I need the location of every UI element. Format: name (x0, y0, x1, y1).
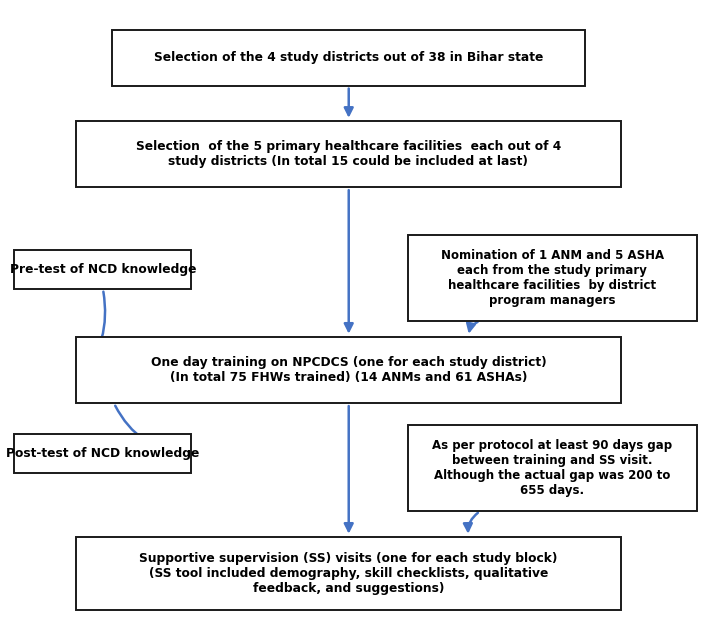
Text: Supportive supervision (SS) visits (one for each study block)
(SS tool included : Supportive supervision (SS) visits (one … (139, 552, 557, 594)
Text: As per protocol at least 90 days gap
between training and SS visit.
Although the: As per protocol at least 90 days gap bet… (432, 439, 672, 497)
Text: Selection of the 4 study districts out of 38 in Bihar state: Selection of the 4 study districts out o… (154, 51, 543, 64)
FancyBboxPatch shape (408, 425, 697, 511)
FancyBboxPatch shape (76, 337, 621, 403)
FancyBboxPatch shape (76, 121, 621, 187)
Text: Pre-test of NCD knowledge: Pre-test of NCD knowledge (9, 263, 196, 276)
Text: One day training on NPCDCS (one for each study district)
(In total 75 FHWs train: One day training on NPCDCS (one for each… (151, 356, 546, 384)
Text: Post-test of NCD knowledge: Post-test of NCD knowledge (6, 447, 199, 460)
FancyBboxPatch shape (14, 250, 191, 289)
FancyBboxPatch shape (76, 537, 621, 610)
FancyBboxPatch shape (408, 235, 697, 321)
FancyBboxPatch shape (112, 30, 585, 86)
FancyBboxPatch shape (14, 434, 191, 473)
Text: Selection  of the 5 primary healthcare facilities  each out of 4
study districts: Selection of the 5 primary healthcare fa… (136, 140, 561, 168)
Text: Nomination of 1 ANM and 5 ASHA
each from the study primary
healthcare facilities: Nomination of 1 ANM and 5 ASHA each from… (440, 249, 664, 307)
